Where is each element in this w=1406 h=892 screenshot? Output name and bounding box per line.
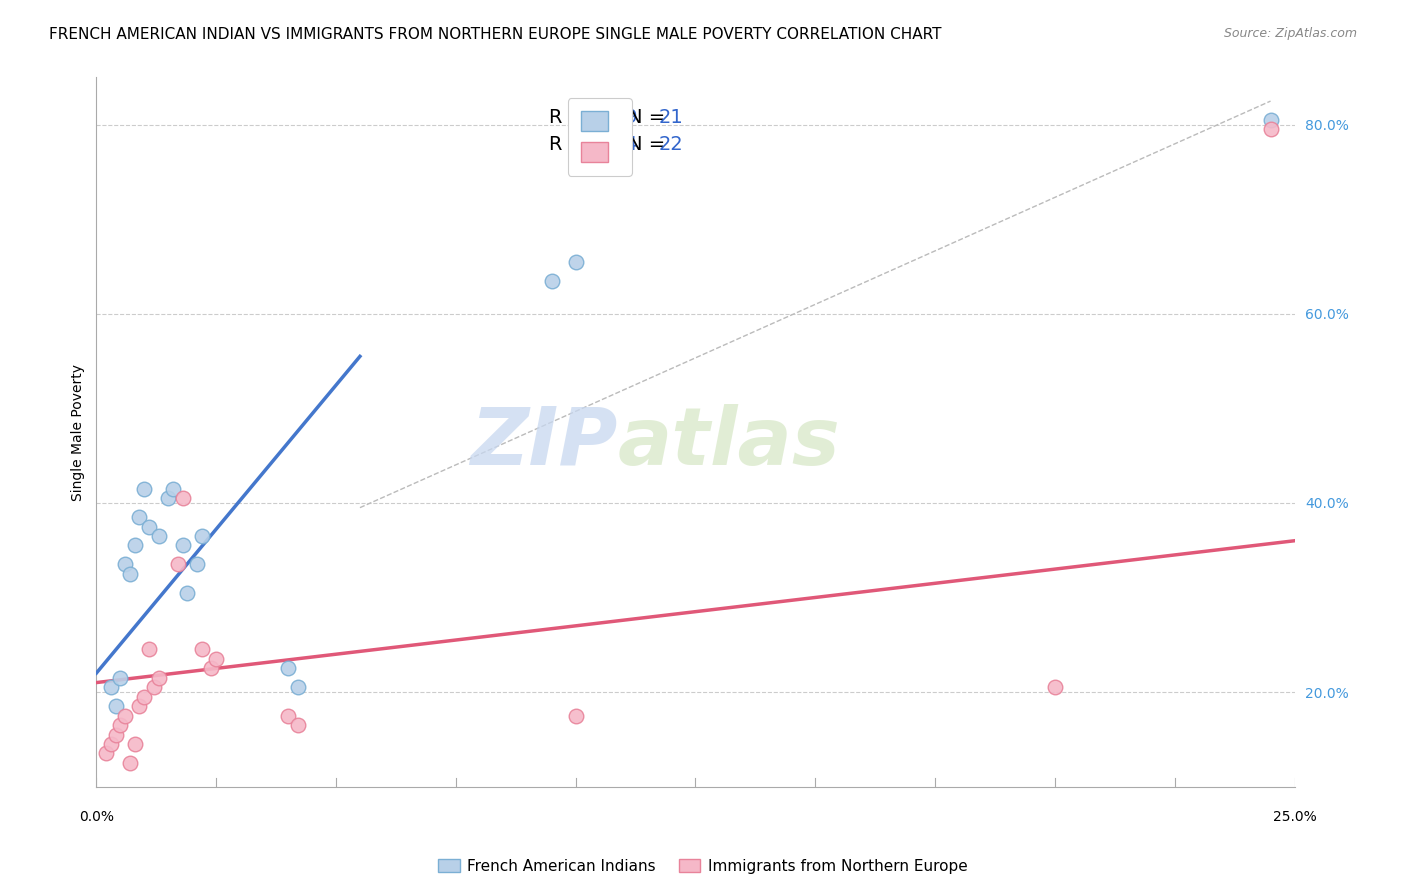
- Point: [191, 642, 214, 657]
- Point: [176, 586, 198, 600]
- Point: [172, 539, 194, 553]
- Point: [138, 642, 160, 657]
- Y-axis label: Single Male Poverty: Single Male Poverty: [72, 364, 86, 500]
- Point: [564, 255, 586, 269]
- Point: [128, 510, 150, 524]
- Point: [148, 529, 170, 543]
- Text: N =: N =: [628, 135, 672, 153]
- Point: [124, 737, 146, 751]
- Point: [94, 747, 117, 761]
- Text: R =: R =: [550, 135, 592, 153]
- Legend: , : ,: [568, 98, 631, 176]
- Text: 0.509: 0.509: [583, 108, 638, 127]
- Point: [162, 482, 184, 496]
- Point: [166, 558, 188, 572]
- Point: [287, 718, 309, 732]
- Point: [1043, 681, 1066, 695]
- Point: [114, 558, 136, 572]
- Text: 0.0%: 0.0%: [79, 810, 114, 824]
- Point: [118, 566, 141, 581]
- Point: [277, 708, 299, 723]
- Point: [564, 708, 586, 723]
- Point: [100, 681, 122, 695]
- Text: ZIP: ZIP: [470, 404, 617, 482]
- Point: [540, 274, 562, 288]
- Legend: French American Indians, Immigrants from Northern Europe: French American Indians, Immigrants from…: [432, 853, 974, 880]
- Point: [134, 482, 156, 496]
- Point: [191, 529, 214, 543]
- Point: [110, 671, 132, 685]
- Text: Source: ZipAtlas.com: Source: ZipAtlas.com: [1223, 27, 1357, 40]
- Point: [1260, 122, 1282, 136]
- Point: [110, 718, 132, 732]
- Point: [200, 661, 222, 675]
- Text: 25.0%: 25.0%: [1272, 810, 1316, 824]
- Text: R =: R =: [550, 108, 592, 127]
- Point: [186, 558, 208, 572]
- Text: 0.164: 0.164: [583, 135, 638, 153]
- Point: [1260, 113, 1282, 128]
- Point: [104, 728, 127, 742]
- Point: [124, 539, 146, 553]
- Point: [277, 661, 299, 675]
- Point: [104, 699, 127, 714]
- Text: atlas: atlas: [617, 404, 841, 482]
- Text: 22: 22: [658, 135, 683, 153]
- Point: [172, 491, 194, 506]
- Point: [157, 491, 180, 506]
- Text: N =: N =: [628, 108, 672, 127]
- Point: [142, 681, 165, 695]
- Point: [148, 671, 170, 685]
- Text: 21: 21: [658, 108, 683, 127]
- Point: [114, 708, 136, 723]
- Point: [138, 519, 160, 533]
- Text: FRENCH AMERICAN INDIAN VS IMMIGRANTS FROM NORTHERN EUROPE SINGLE MALE POVERTY CO: FRENCH AMERICAN INDIAN VS IMMIGRANTS FRO…: [49, 27, 942, 42]
- Point: [205, 652, 228, 666]
- Point: [134, 690, 156, 704]
- Point: [128, 699, 150, 714]
- Point: [100, 737, 122, 751]
- Point: [118, 756, 141, 770]
- Point: [287, 681, 309, 695]
